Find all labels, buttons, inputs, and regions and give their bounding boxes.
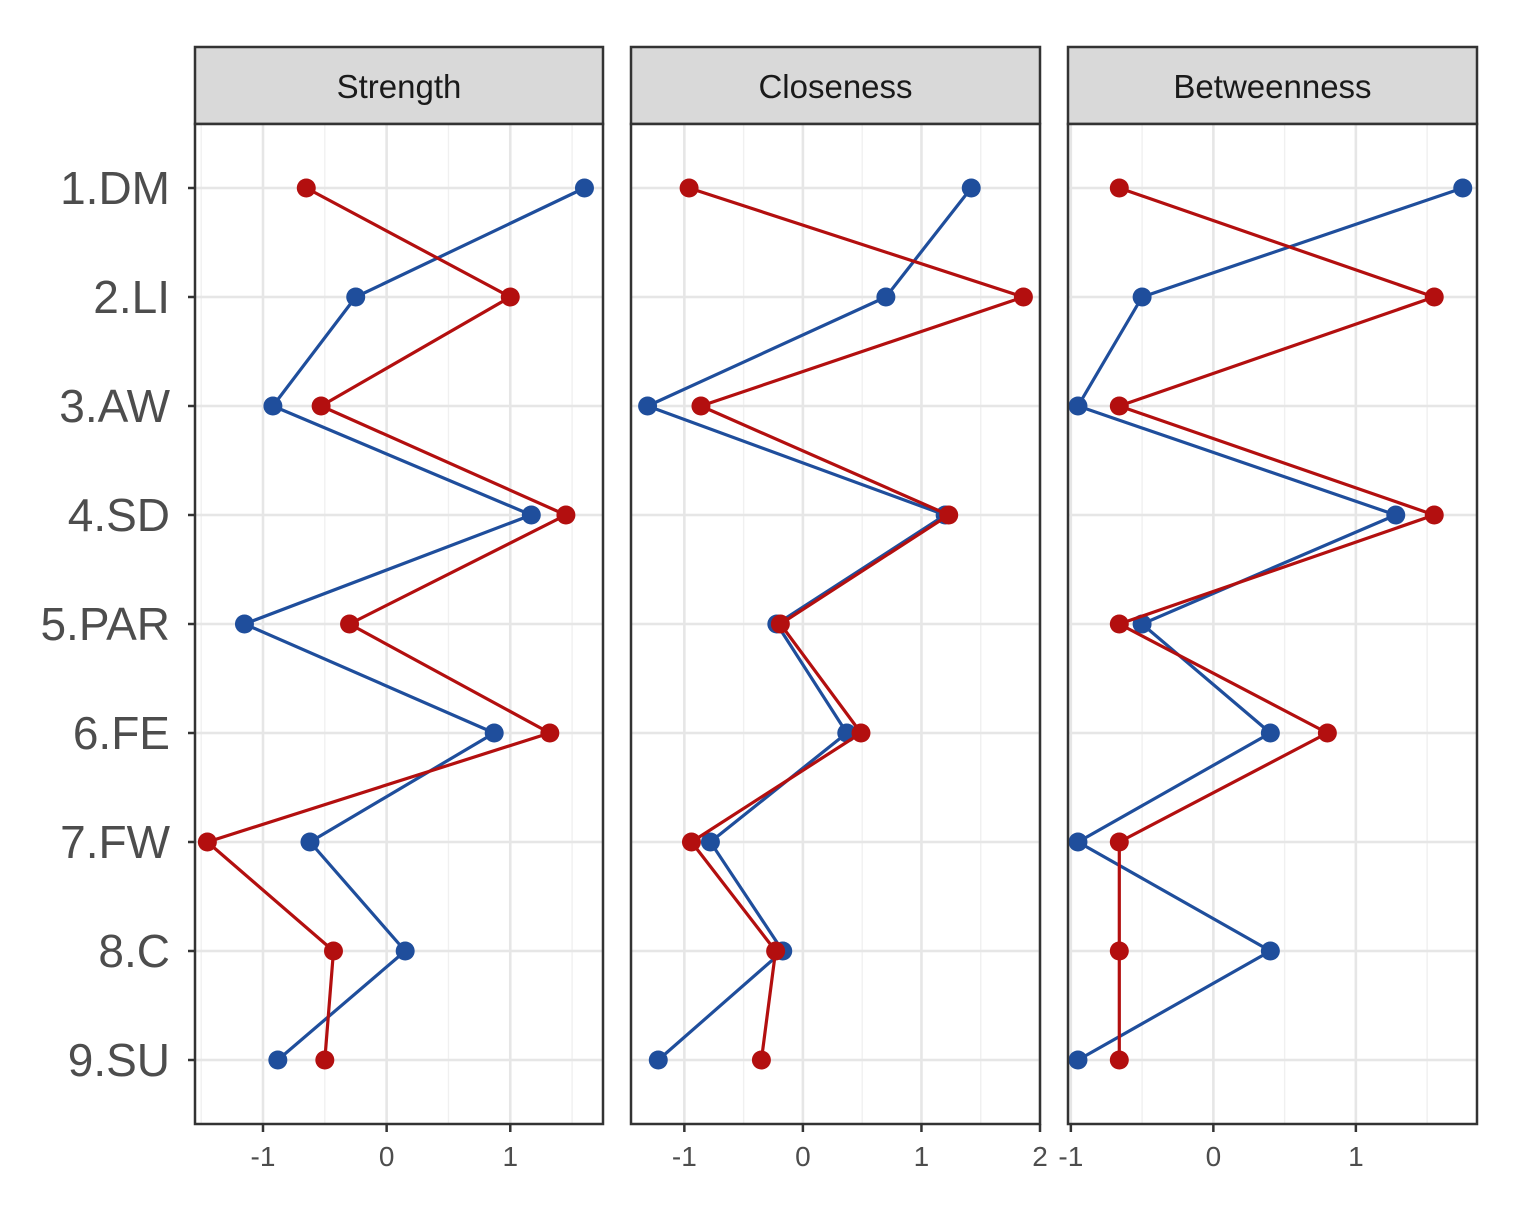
- facet-strip-closeness: [629, 45, 1042, 126]
- point-red-closeness-6-fe: [851, 723, 871, 743]
- point-red-betweenness-4-sd: [1424, 505, 1444, 525]
- point-red-betweenness-5-par: [1109, 614, 1129, 634]
- x-tick-label-strength: 0: [379, 1141, 395, 1172]
- facet-title-betweenness: Betweenness: [1173, 68, 1371, 105]
- x-tick-label-betweenness: 0: [1206, 1141, 1222, 1172]
- facet-title-strength: Strength: [337, 68, 462, 105]
- x-tick-label-closeness: 2: [1032, 1141, 1048, 1172]
- point-blue-strength-3-aw: [263, 396, 283, 416]
- point-red-closeness-4-sd: [939, 505, 959, 525]
- point-red-strength-8-c: [323, 941, 343, 961]
- point-blue-betweenness-9-su: [1068, 1050, 1088, 1070]
- x-tick-label-closeness: 0: [795, 1141, 811, 1172]
- facet-title-closeness: Closeness: [758, 68, 912, 105]
- point-red-strength-4-sd: [556, 505, 576, 525]
- facet-betweenness: Betweenness -1 0 1: [1058, 45, 1479, 1172]
- point-blue-strength-7-fw: [300, 832, 320, 852]
- x-tick-label-closeness: 1: [914, 1141, 930, 1172]
- facet-strength: Strength -1 0 1: [193, 45, 605, 1172]
- y-tick-label-3-aw: 3.AW: [59, 380, 170, 432]
- point-blue-strength-6-fe: [484, 723, 504, 743]
- point-red-betweenness-7-fw: [1109, 832, 1129, 852]
- point-blue-strength-2-li: [346, 287, 366, 307]
- point-red-betweenness-1-dm: [1109, 178, 1129, 198]
- series-red-betweenness: [1109, 178, 1444, 1070]
- y-tick-label-8-c: 8.C: [98, 925, 170, 977]
- point-red-strength-5-par: [340, 614, 360, 634]
- point-red-strength-1-dm: [296, 178, 316, 198]
- point-blue-closeness-2-li: [876, 287, 896, 307]
- point-blue-strength-5-par: [234, 614, 254, 634]
- facet-closeness: Closeness -1 0 1 2: [629, 45, 1048, 1172]
- facet-strip-betweenness: [1066, 45, 1479, 126]
- point-red-betweenness-3-aw: [1109, 396, 1129, 416]
- point-red-strength-9-su: [315, 1050, 335, 1070]
- point-red-betweenness-6-fe: [1317, 723, 1337, 743]
- point-red-closeness-3-aw: [691, 396, 711, 416]
- series-red-closeness: [679, 178, 1033, 1070]
- point-blue-betweenness-1-dm: [1453, 178, 1473, 198]
- point-red-strength-2-li: [500, 287, 520, 307]
- series-blue-strength: [234, 178, 594, 1070]
- point-red-closeness-2-li: [1013, 287, 1033, 307]
- point-red-betweenness-2-li: [1424, 287, 1444, 307]
- panel-border-strength: [193, 122, 605, 1126]
- series-red-strength: [197, 178, 576, 1070]
- point-blue-strength-8-c: [395, 941, 415, 961]
- point-red-strength-3-aw: [311, 396, 331, 416]
- point-blue-closeness-9-su: [648, 1050, 668, 1070]
- point-red-strength-6-fe: [540, 723, 560, 743]
- y-tick-label-1-dm: 1.DM: [60, 162, 170, 214]
- point-red-betweenness-9-su: [1109, 1050, 1129, 1070]
- point-blue-closeness-1-dm: [961, 178, 981, 198]
- point-blue-closeness-3-aw: [638, 396, 658, 416]
- point-blue-strength-9-su: [268, 1050, 288, 1070]
- y-axis-tick-labels: 1.DM 2.LI 3.AW 4.SD 5.PAR 6.FE 7.FW 8.C 9.SU: [40, 162, 195, 1086]
- panel-border-betweenness: [1066, 122, 1479, 1126]
- point-red-strength-7-fw: [197, 832, 217, 852]
- y-tick-label-9-su: 9.SU: [68, 1034, 170, 1086]
- point-red-closeness-1-dm: [679, 178, 699, 198]
- point-red-closeness-8-c: [766, 941, 786, 961]
- point-blue-betweenness-8-c: [1260, 941, 1280, 961]
- point-blue-strength-4-sd: [521, 505, 541, 525]
- y-tick-label-5-par: 5.PAR: [40, 598, 170, 650]
- point-blue-closeness-7-fw: [700, 832, 720, 852]
- x-tick-label-betweenness: 1: [1348, 1141, 1364, 1172]
- x-tick-label-closeness: -1: [672, 1141, 697, 1172]
- point-red-closeness-5-par: [770, 614, 790, 634]
- point-blue-betweenness-3-aw: [1068, 396, 1088, 416]
- point-blue-betweenness-7-fw: [1068, 832, 1088, 852]
- point-blue-betweenness-4-sd: [1386, 505, 1406, 525]
- facet-strip-strength: [193, 45, 605, 126]
- x-tick-label-betweenness: -1: [1058, 1141, 1083, 1172]
- facet-panels: Strength -1 0 1 Closeness -1 0 1 2 Betweenness -1 0…: [193, 45, 1479, 1172]
- panel-border-closeness: [629, 122, 1042, 1126]
- point-blue-strength-1-dm: [574, 178, 594, 198]
- y-tick-label-6-fe: 6.FE: [73, 707, 170, 759]
- series-blue-betweenness: [1068, 178, 1473, 1070]
- y-tick-label-2-li: 2.LI: [93, 271, 170, 323]
- x-tick-label-strength: 1: [502, 1141, 518, 1172]
- x-tick-label-strength: -1: [251, 1141, 276, 1172]
- point-blue-betweenness-6-fe: [1260, 723, 1280, 743]
- y-tick-label-4-sd: 4.SD: [68, 489, 170, 541]
- point-red-closeness-7-fw: [681, 832, 701, 852]
- y-tick-label-7-fw: 7.FW: [60, 816, 170, 868]
- point-red-closeness-9-su: [751, 1050, 771, 1070]
- point-red-betweenness-8-c: [1109, 941, 1129, 961]
- point-blue-betweenness-2-li: [1132, 287, 1152, 307]
